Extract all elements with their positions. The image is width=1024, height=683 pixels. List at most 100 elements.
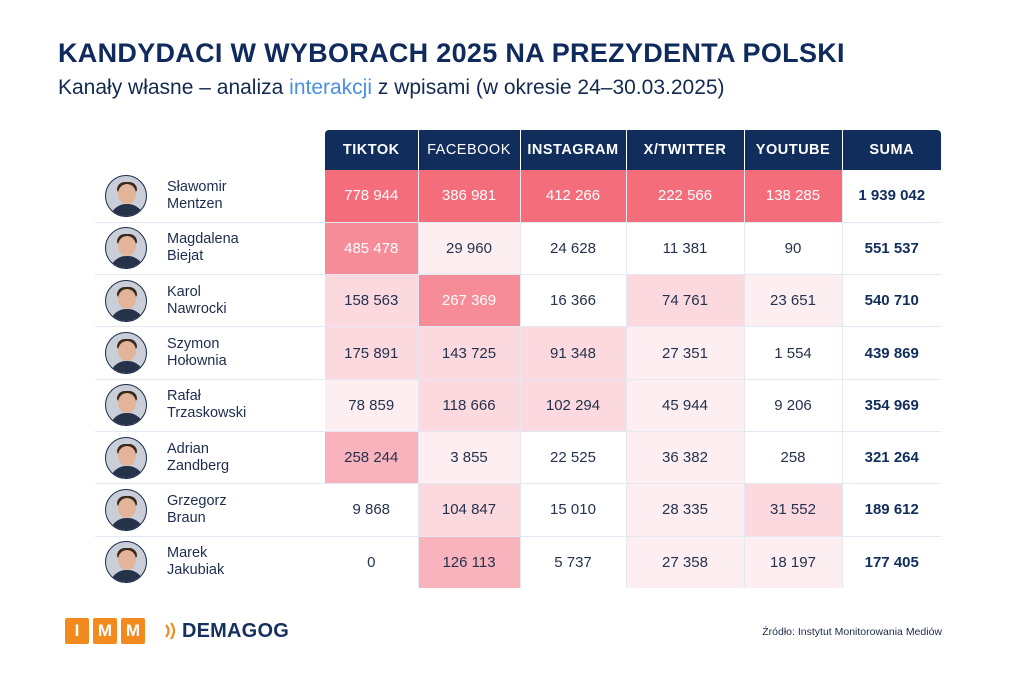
value-cell: 9 868 xyxy=(325,483,419,537)
avatar-head xyxy=(118,341,136,362)
header-row: TIKTOK FACEBOOK INSTAGRAM X/TWITTER YOUT… xyxy=(95,130,941,170)
sum-cell: 189 612 xyxy=(842,483,941,537)
avatar-body xyxy=(110,465,144,478)
candidate-first-name: Grzegorz xyxy=(167,492,227,509)
table-body: Sławomir Mentzen 778 944 386 981 412 266 222 … xyxy=(95,170,941,589)
value-cell: 126 113 xyxy=(418,535,521,589)
candidate-photo-cell xyxy=(95,221,157,275)
value-cell: 23 651 xyxy=(744,274,843,327)
candidate-photo-cell xyxy=(95,326,157,380)
value-cell: 78 859 xyxy=(325,378,419,432)
candidate-first-name: Szymon xyxy=(167,336,220,353)
footer-logos: I M M DEMAGOG xyxy=(65,618,289,644)
value-cell: 778 944 xyxy=(325,170,419,223)
candidate-photo-cell xyxy=(95,535,157,589)
candidate-last-name: Hołownia xyxy=(167,353,227,370)
sound-waves-icon xyxy=(165,622,176,640)
value-cell: 11 381 xyxy=(626,221,745,275)
sum-cell: 551 537 xyxy=(842,221,941,275)
value-cell: 27 351 xyxy=(626,326,745,380)
avatar xyxy=(105,227,147,270)
avatar-head xyxy=(118,497,136,518)
header-empty-name xyxy=(157,130,325,170)
candidate-photo-cell xyxy=(95,430,157,484)
value-cell: 91 348 xyxy=(520,326,627,380)
value-cell: 0 xyxy=(325,535,419,589)
value-cell: 267 369 xyxy=(418,274,521,327)
imm-logo-letter: I xyxy=(65,618,89,644)
value-cell: 138 285 xyxy=(744,170,843,223)
value-cell: 412 266 xyxy=(520,170,627,223)
col-header-facebook: FACEBOOK xyxy=(418,130,521,170)
candidate-name: Karol Nawrocki xyxy=(157,274,325,327)
header-empty-photo xyxy=(95,130,157,170)
value-cell: 143 725 xyxy=(418,326,521,380)
candidate-photo-cell xyxy=(95,170,157,222)
avatar xyxy=(105,436,147,479)
candidate-name: Magdalena Biejat xyxy=(157,221,325,275)
value-cell: 175 891 xyxy=(325,326,419,380)
value-cell: 258 xyxy=(744,430,843,484)
value-cell: 485 478 xyxy=(325,221,419,275)
candidate-first-name: Adrian xyxy=(167,440,209,457)
value-cell: 15 010 xyxy=(520,483,627,537)
avatar-body xyxy=(110,203,144,216)
candidate-name: Marek Jakubiak xyxy=(157,535,325,589)
avatar xyxy=(105,279,147,322)
value-cell: 27 358 xyxy=(626,535,745,589)
avatar-body xyxy=(110,308,144,321)
sum-cell: 1 939 042 xyxy=(858,187,926,205)
value-cell: 22 525 xyxy=(520,430,627,484)
table-row: Sławomir Mentzen 778 944 386 981 412 266 222 … xyxy=(95,170,941,223)
candidate-name: Szymon Hołownia xyxy=(157,326,325,380)
candidate-last-name: Jakubiak xyxy=(167,562,225,579)
imm-logo-letter: M xyxy=(93,618,117,644)
subtitle-highlight: interakcji xyxy=(289,76,373,99)
interactions-table: TIKTOK FACEBOOK INSTAGRAM X/TWITTER YOUT… xyxy=(95,130,941,589)
sum-cell: 321 264 xyxy=(842,430,941,484)
candidate-name: Sławomir Mentzen xyxy=(157,170,325,222)
sum-cell: 540 710 xyxy=(842,274,941,327)
table-row: Karol Nawrocki 158 563 267 369 16 366 74 761 2… xyxy=(95,274,941,327)
avatar-head xyxy=(118,236,136,257)
avatar xyxy=(105,541,147,584)
value-cell: 74 761 xyxy=(626,274,745,327)
candidate-last-name: Braun xyxy=(167,509,206,526)
avatar-body xyxy=(110,517,144,530)
candidate-first-name: Magdalena xyxy=(167,231,239,248)
candidate-name: Rafał Trzaskowski xyxy=(157,378,325,432)
table-row: Magdalena Biejat 485 478 29 960 24 628 11 381… xyxy=(95,221,941,275)
candidate-last-name: Mentzen xyxy=(167,195,223,212)
col-header-tiktok: TIKTOK xyxy=(325,130,419,170)
value-cell: 16 366 xyxy=(520,274,627,327)
candidate-first-name: Sławomir xyxy=(167,178,227,195)
value-cell: 28 335 xyxy=(626,483,745,537)
value-cell: 222 566 xyxy=(626,170,745,223)
value-cell: 29 960 xyxy=(418,221,521,275)
avatar-head xyxy=(118,288,136,309)
demagog-logo-text: DEMAGOG xyxy=(182,619,289,642)
sum-cell: 177 405 xyxy=(842,535,941,589)
col-header-twitter: X/TWITTER xyxy=(626,130,745,170)
value-cell: 386 981 xyxy=(418,170,521,223)
value-cell: 9 206 xyxy=(744,378,843,432)
col-header-suma: SUMA xyxy=(842,130,941,170)
avatar-body xyxy=(110,256,144,269)
table-row: Adrian Zandberg 258 244 3 855 22 525 36 382 25… xyxy=(95,430,941,484)
value-cell: 1 554 xyxy=(744,326,843,380)
value-cell: 90 xyxy=(744,221,843,275)
source-note: Źródło: Instytut Monitorowania Mediów xyxy=(762,626,942,638)
table-row: Marek Jakubiak 0 126 113 5 737 27 358 18 197 17… xyxy=(95,535,941,589)
demagog-logo: DEMAGOG xyxy=(163,620,289,643)
table-row: Grzegorz Braun 9 868 104 847 15 010 28 335 31 … xyxy=(95,483,941,537)
candidate-photo-cell xyxy=(95,274,157,327)
avatar-body xyxy=(110,570,144,583)
avatar xyxy=(105,488,147,531)
sum-cell: 354 969 xyxy=(842,378,941,432)
table-row: Szymon Hołownia 175 891 143 725 91 348 27 351… xyxy=(95,326,941,380)
value-cell: 118 666 xyxy=(418,378,521,432)
subtitle-text-end: z wpisami (w okresie 24–30.03.2025) xyxy=(372,76,725,99)
candidate-last-name: Nawrocki xyxy=(167,300,227,317)
candidate-name: Adrian Zandberg xyxy=(157,430,325,484)
avatar-body xyxy=(110,361,144,374)
